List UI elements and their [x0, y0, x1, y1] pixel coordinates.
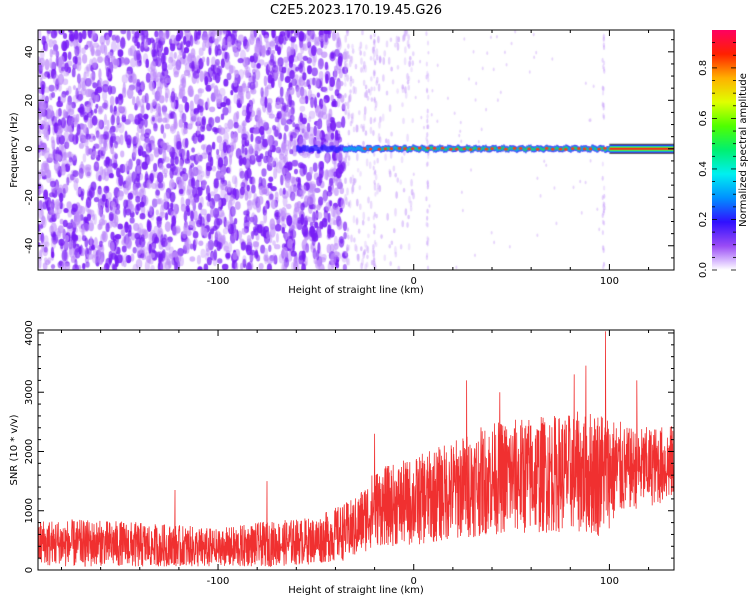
spectrogram-x-tick-label: 100 [600, 276, 619, 287]
snr-y-tick-label: 3000 [24, 379, 35, 404]
snr-y-tick-labels: 0 1000 2000 3000 4000 [24, 320, 35, 573]
snr-series-line [37, 331, 675, 568]
colorbar-tick-label: 0.2 [698, 212, 709, 228]
snr-x-tick-label: 0 [411, 576, 417, 587]
spectrogram-x-tick-label: -100 [207, 276, 230, 287]
snr-x-tick-labels: -100 0 100 [207, 576, 619, 587]
colorbar-gradient [712, 30, 736, 270]
spectrogram-y-tick-label: 20 [24, 94, 35, 107]
spectrogram-x-tick-labels: -100 0 100 [207, 276, 619, 287]
spectrogram-image-holder [38, 30, 674, 270]
colorbar-tick-label: 0.8 [698, 60, 709, 76]
spectrogram-frame [37, 29, 675, 271]
chart-title: C2E5.2023.170.19.45.G26 [270, 3, 442, 18]
snr-y-tick-label: 0 [24, 567, 35, 573]
colorbar: 0.0 0.2 0.4 0.6 0.8 Normalized spectral ampl… [698, 30, 749, 278]
colorbar-label: Normalized spectral amplitude [738, 73, 749, 227]
colorbar-ticks: 0.0 0.2 0.4 0.6 0.8 [698, 42, 736, 278]
colorbar-tick-label: 0.4 [698, 161, 709, 177]
spectrogram-heatmap [38, 30, 674, 270]
snr-x-tick-label: -100 [207, 576, 230, 587]
spectrogram-x-axis-label: Height of straight line (km) [288, 285, 424, 296]
spectrogram-y-tick-label: -40 [24, 238, 35, 254]
spectrogram-y-tick-labels: -40 -20 0 20 40 [24, 45, 35, 253]
spectrogram-y-tick-label: 0 [24, 146, 35, 152]
snr-y-tick-label: 4000 [24, 320, 35, 345]
snr-x-axis-label: Height of straight line (km) [288, 585, 424, 596]
spectrogram-y-axis-label: Frequency (Hz) [9, 112, 20, 188]
snr-frame [37, 329, 675, 571]
colorbar-tick-label: 0.6 [698, 110, 709, 126]
snr-panel: -100 0 100 0 1000 2000 3000 4000 Height of str… [9, 320, 675, 596]
snr-y-axis-label: SNR (10 * v/v) [9, 414, 20, 485]
spectrogram-y-tick-label: -20 [24, 189, 35, 205]
spectrogram-y-tick-label: 40 [24, 45, 35, 58]
spectrogram-panel: -100 0 100 -40 -20 0 20 40 Height of straight … [9, 29, 675, 296]
spectrogram-x-tick-label: 0 [411, 276, 417, 287]
snr-y-tick-label: 1000 [24, 498, 35, 523]
colorbar-tick-label: 0.0 [698, 262, 709, 278]
snr-y-tick-label: 2000 [24, 439, 35, 464]
snr-x-tick-label: 100 [600, 576, 619, 587]
